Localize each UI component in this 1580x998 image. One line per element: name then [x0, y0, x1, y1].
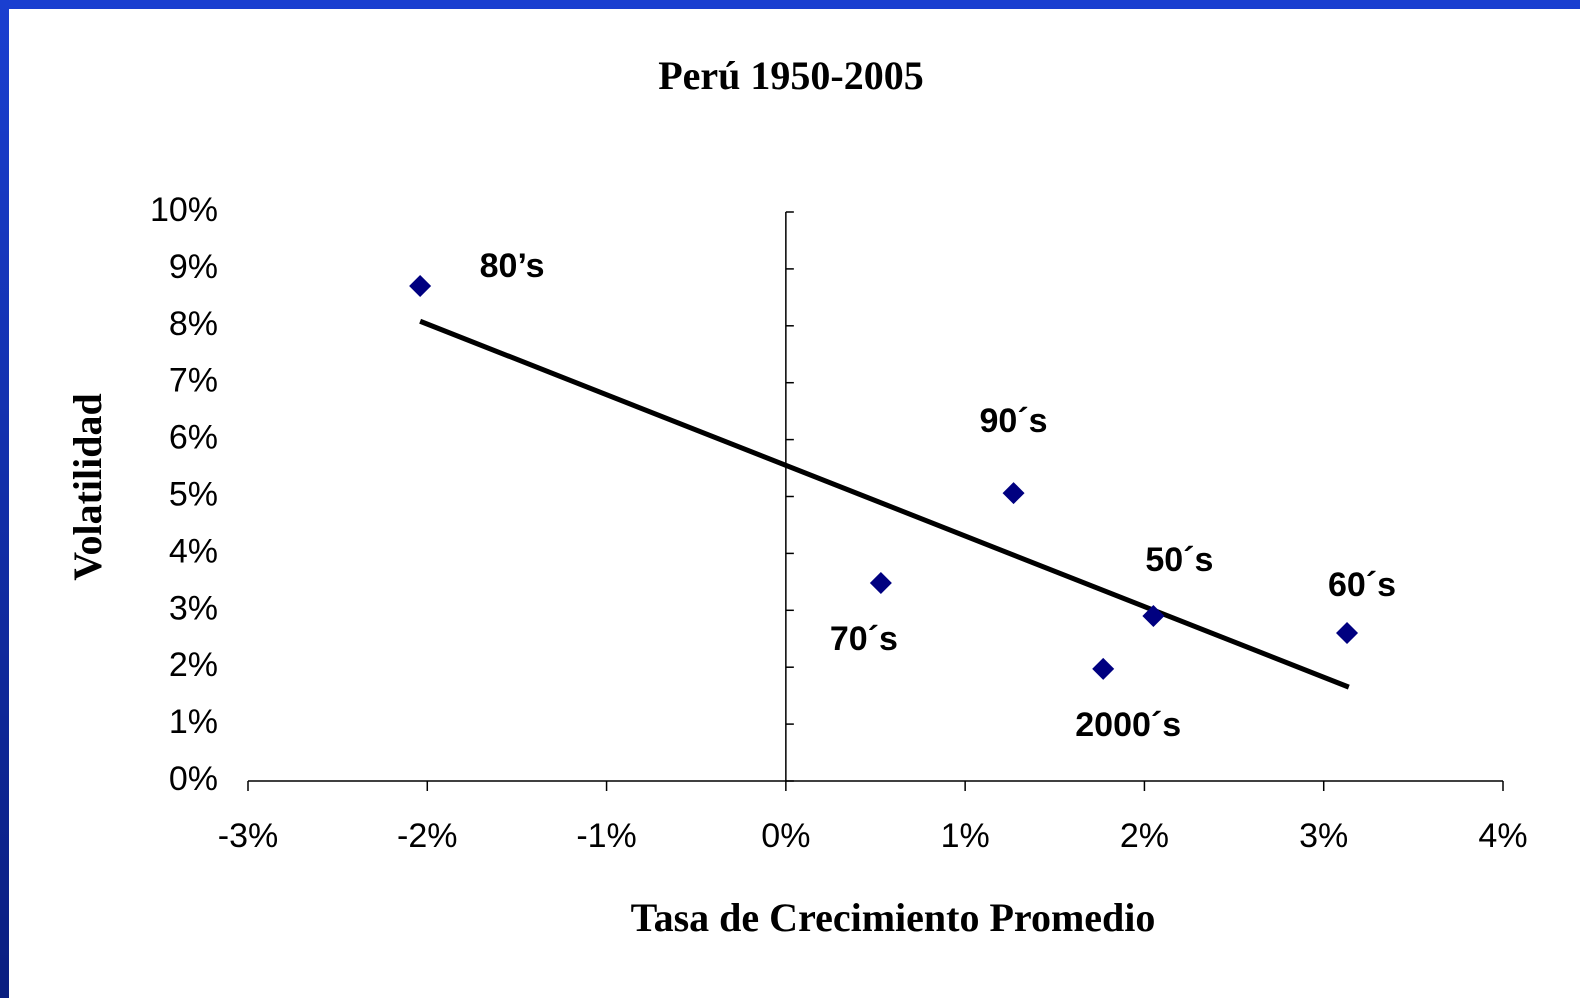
y-tick-label: 8%: [169, 305, 218, 343]
y-tick-label: 6%: [169, 419, 218, 457]
y-tick-label: 5%: [169, 475, 218, 513]
panel: Perú 1950-2005 Tasa de Crecimiento Prome…: [9, 9, 1580, 998]
y-tick-label: 7%: [169, 362, 218, 400]
point-label: 2000´s: [1075, 706, 1181, 744]
y-tick-label: 4%: [169, 532, 218, 570]
data-point: [409, 274, 432, 297]
y-tick-label: 1%: [169, 703, 218, 741]
y-tick-label: 0%: [169, 760, 218, 798]
y-axis-label: Volatilidad: [65, 393, 110, 580]
data-point: [1092, 657, 1115, 680]
point-label: 90´s: [980, 402, 1048, 440]
x-tick-label: 1%: [941, 817, 990, 855]
chart-title: Perú 1950-2005: [658, 53, 924, 98]
point-label: 80’s: [480, 247, 545, 285]
y-tick-label: 10%: [150, 191, 218, 229]
x-axis-label: Tasa de Crecimiento Promedio: [631, 895, 1156, 940]
data-point: [1142, 604, 1165, 627]
x-tick-label: -1%: [576, 817, 636, 855]
x-tick-label: 0%: [761, 817, 810, 855]
trendline: [419, 318, 1350, 690]
y-tick-label: 2%: [169, 646, 218, 684]
y-tick-label: 3%: [169, 589, 218, 627]
x-tick-label: -2%: [397, 817, 457, 855]
data-point: [1336, 622, 1359, 645]
x-tick-label: 4%: [1478, 817, 1527, 855]
x-tick-label: -3%: [218, 817, 278, 855]
point-label: 60´s: [1328, 566, 1396, 604]
x-tick-label: 3%: [1299, 817, 1348, 855]
x-tick-label: 2%: [1120, 817, 1169, 855]
point-label: 50´s: [1145, 541, 1213, 579]
data-point: [1002, 482, 1025, 505]
data-point: [869, 571, 892, 594]
y-tick-label: 9%: [169, 248, 218, 286]
point-label: 70´s: [830, 620, 898, 658]
